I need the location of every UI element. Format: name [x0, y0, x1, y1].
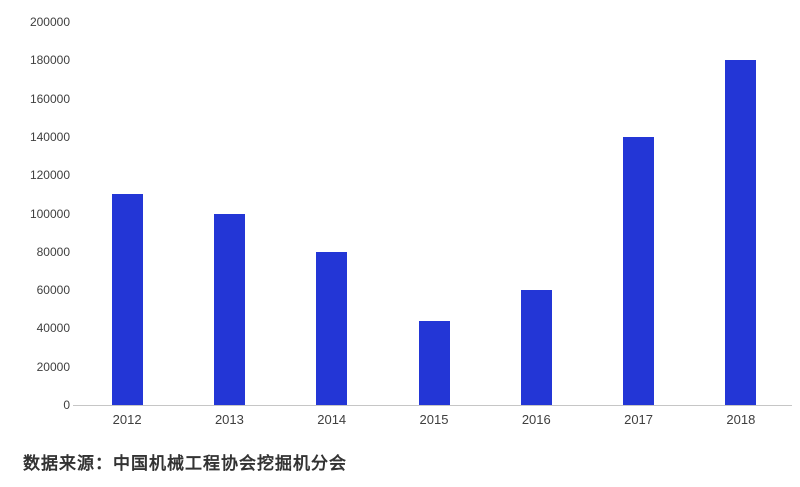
- bar-2012: [111, 194, 143, 405]
- y-axis-tick-label-40000: 40000: [36, 321, 70, 336]
- y-axis-tick-label-60000: 60000: [36, 283, 70, 298]
- y-axis-tick-label-0: 0: [63, 398, 70, 412]
- x-axis-tick-label-2014: 2014: [317, 412, 347, 427]
- y-axis-tick-label-180000: 180000: [29, 53, 70, 68]
- bar-2014: [316, 251, 348, 405]
- plot-area: 0 20000 40000 60000 80000 100000 120000 140000 1…: [29, 15, 792, 427]
- x-axis-tick-label-2013: 2013: [214, 412, 244, 427]
- y-axis-tick-label-80000: 80000: [36, 244, 70, 259]
- y-axis-tick-label-140000: 140000: [29, 129, 70, 144]
- x-axis-tick-label-2016: 2016: [521, 412, 551, 427]
- bar-2015: [418, 320, 450, 405]
- bar-2018: [725, 60, 757, 405]
- x-axis-tick-label-2015: 2015: [419, 412, 449, 427]
- y-axis-tick-label-120000: 120000: [29, 168, 70, 183]
- bar-2016: [520, 290, 552, 405]
- bar-2017: [623, 136, 655, 405]
- data-source-note: 数据来源：中国机械工程协会挖掘机分会: [23, 454, 347, 473]
- bar-2013: [213, 213, 245, 405]
- y-axis-tick-label-200000: 200000: [29, 15, 70, 29]
- y-axis-tick-label-100000: 100000: [29, 206, 70, 221]
- x-axis-tick-label-2018: 2018: [726, 412, 756, 427]
- x-axis-tick-label-2012: 2012: [112, 412, 142, 427]
- x-axis-tick-label-2017: 2017: [624, 412, 654, 427]
- y-axis-tick-label-160000: 160000: [29, 91, 70, 106]
- y-axis-tick-label-20000: 20000: [36, 359, 70, 374]
- x-axis-line: [73, 405, 792, 406]
